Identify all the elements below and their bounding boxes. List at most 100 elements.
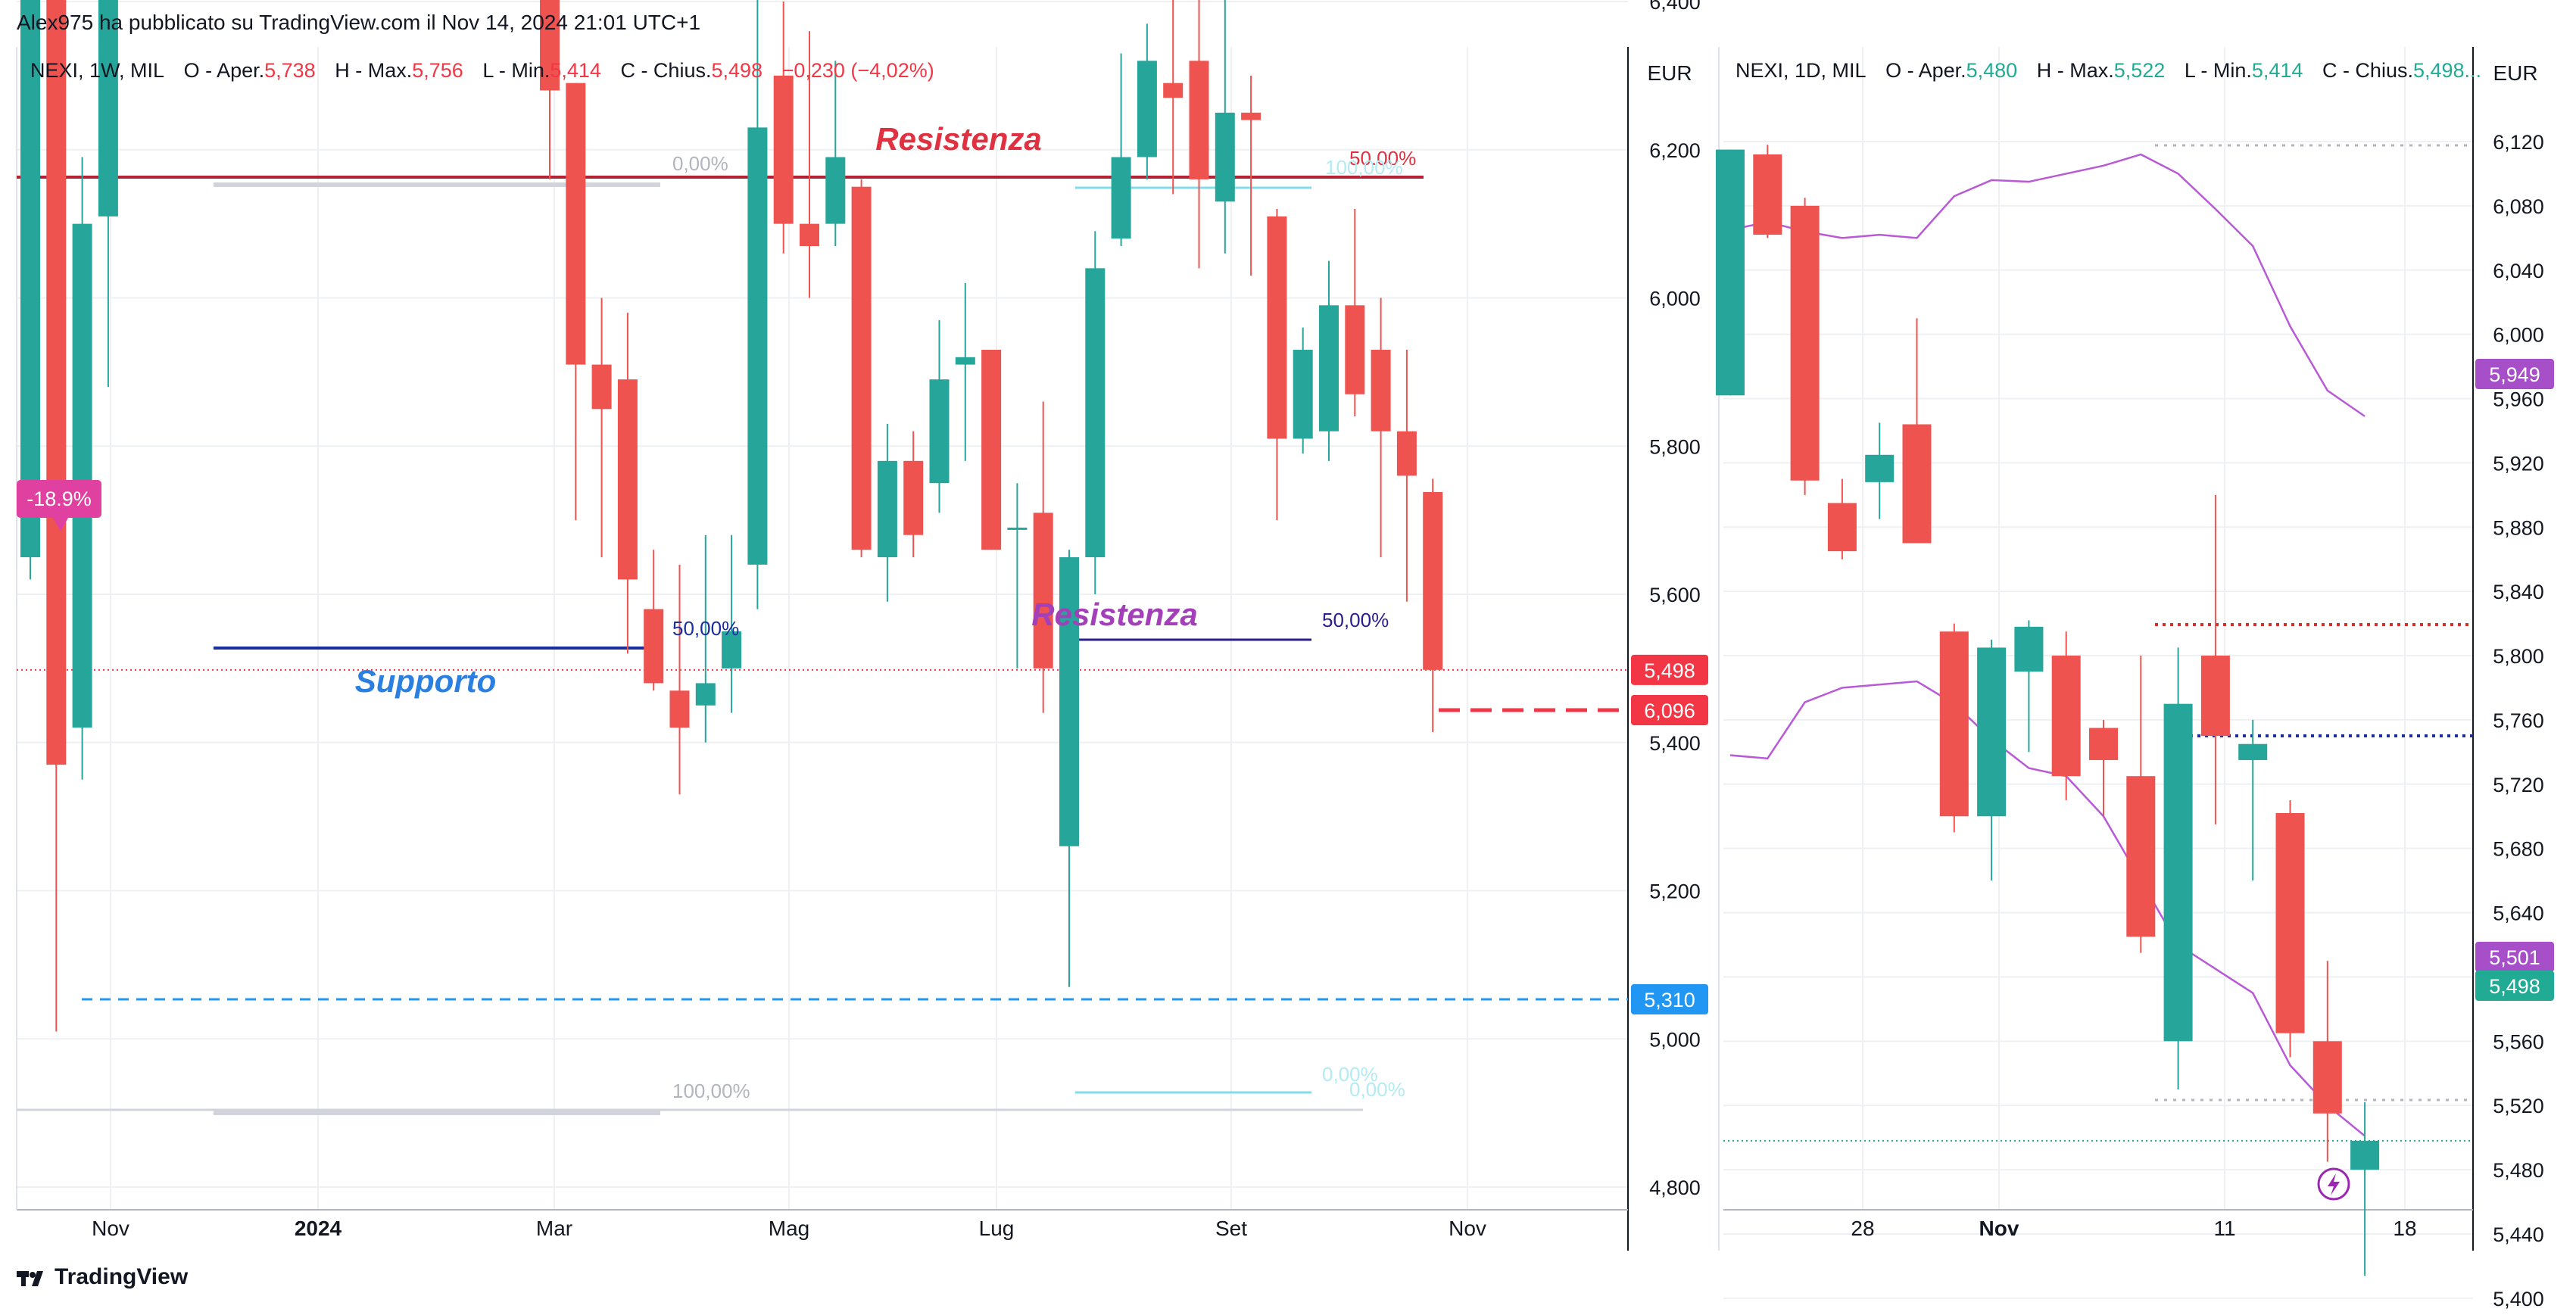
rtag-sma-label: 5,949 (2489, 363, 2540, 386)
left-y-tick: 5,800 (1649, 435, 1701, 458)
daily-candle-body (2350, 1140, 2380, 1170)
weekly-candle (1241, 75, 1261, 276)
weekly-candle (825, 61, 846, 246)
left-close-value: 5,498 (711, 59, 763, 82)
daily-candle (1939, 623, 1969, 833)
weekly-candle (566, 83, 586, 521)
daily-candle (2126, 656, 2156, 953)
weekly-candle-body (1111, 157, 1131, 239)
fib-label: 100,00% (672, 1080, 750, 1102)
weekly-candle (955, 282, 975, 461)
daily-candle-body (2200, 656, 2230, 737)
pct-badge: -18.9% (17, 480, 101, 531)
annotation-resistenza-top: Resistenza (875, 121, 1041, 157)
right-y-tick: 6,120 (2493, 131, 2544, 154)
left-symbol: NEXI, 1W, MIL (30, 59, 165, 82)
rtag-sma-bg (2475, 359, 2554, 389)
weekly-candle (1267, 209, 1287, 521)
right-y-tick: 5,680 (2493, 838, 2544, 861)
daily-candle-body (2051, 656, 2081, 777)
right-y-tick: 5,520 (2493, 1095, 2544, 1117)
weekly-candle-body (851, 186, 872, 550)
left-y-tick: 6,400 (1649, 0, 1701, 14)
daily-candle (2275, 800, 2305, 1058)
right-currency: EUR (2493, 61, 2537, 85)
right-y-tick: 5,720 (2493, 774, 2544, 796)
weekly-candle (1319, 260, 1339, 461)
lightning-icon-bolt (2328, 1173, 2340, 1195)
weekly-candle (800, 31, 819, 298)
weekly-candle-body (929, 379, 950, 484)
weekly-candle-body (800, 223, 819, 246)
daily-candle-body (1790, 205, 1820, 481)
annotation-supporto: Supporto (355, 663, 497, 699)
weekly-candle-body (1163, 83, 1184, 98)
right-open-label: O - Aper. (1885, 59, 1966, 82)
daily-candle (2014, 620, 2044, 753)
daily-candle (1865, 422, 1895, 519)
right-y-tick: 5,440 (2493, 1223, 2544, 1246)
weekly-candle (20, 0, 40, 580)
daily-candle-body (1753, 154, 1782, 235)
right-y-tick: 5,880 (2493, 516, 2544, 539)
lightning-icon (2317, 1167, 2350, 1201)
daily-candle (1790, 198, 1820, 495)
left-y-tick: 6,000 (1649, 288, 1701, 310)
fib-label: 100,00% (1325, 156, 1403, 179)
tag-last-bg (1631, 654, 1708, 685)
left-y-tick: 5,600 (1649, 584, 1701, 606)
right-panel: 6,120 6,080 6,040 6,000 5,960 5,920 5,880 5,840… (1716, 47, 2554, 1310)
daily-candle (2051, 631, 2081, 801)
sma-upper-line (1729, 153, 2365, 417)
weekly-candle (98, 0, 118, 387)
weekly-candle (1111, 53, 1131, 246)
right-y-tick: 5,400 (2493, 1288, 2544, 1310)
right-close-value: 5,498... (2412, 59, 2482, 82)
weekly-candle (669, 564, 690, 795)
weekly-candle (1189, 0, 1209, 269)
daily-candle-body (1902, 424, 1932, 544)
left-y-tick: 6,200 (1649, 139, 1701, 162)
daily-candle-body (1939, 631, 1969, 817)
weekly-candle-body (1345, 305, 1365, 394)
weekly-candle (1137, 23, 1157, 179)
weekly-candle-body (1007, 527, 1028, 530)
right-y-tick: 5,640 (2493, 902, 2544, 925)
daily-candle (1827, 478, 1857, 559)
weekly-candle (1396, 350, 1417, 602)
left-y-tick: 5,200 (1649, 880, 1701, 903)
right-y-tick: 6,080 (2493, 195, 2544, 218)
weekly-candle (1215, 0, 1235, 254)
right-legend: NEXI, 1D, MIL O - Aper.5,480 H - Max.5,5… (1736, 59, 2481, 83)
weekly-candle (1423, 478, 1443, 733)
right-y-tick: 5,760 (2493, 709, 2544, 732)
right-y-tick: 5,840 (2493, 581, 2544, 603)
weekly-candle-body (1137, 61, 1157, 157)
weekly-candle-body (981, 350, 1002, 550)
left-x-tick: Mag (769, 1217, 809, 1240)
weekly-candle (851, 179, 872, 558)
left-legend: NEXI, 1W, MIL O - Aper.5,738 H - Max.5,7… (30, 59, 934, 83)
tag-target: 6,096 (1631, 695, 1708, 725)
annotation-resistenza-mid: Resistenza (1031, 597, 1197, 632)
right-y-tick: 5,480 (2493, 1159, 2544, 1182)
daily-candle-body (1827, 503, 1857, 552)
right-x-tick: 28 (1851, 1217, 1874, 1240)
footer-brand[interactable]: TradingView (17, 1264, 188, 1290)
weekly-candle (1163, 0, 1184, 195)
right-open-value: 5,480 (1966, 59, 2018, 82)
tradingview-logo-icon (17, 1268, 48, 1286)
right-low-label: L - Min. (2184, 59, 2252, 82)
right-y-tick: 6,040 (2493, 260, 2544, 282)
weekly-candle-body (1059, 557, 1079, 846)
left-low-value: 5,414 (550, 59, 601, 82)
left-high-value: 5,756 (412, 59, 463, 82)
weekly-candle (1293, 327, 1313, 454)
weekly-candle-body (1033, 513, 1053, 668)
fib-label: 50,00% (1322, 609, 1389, 631)
weekly-candle-body (1241, 112, 1261, 120)
weekly-candle (540, 0, 560, 179)
daily-candle-body (2014, 626, 2044, 672)
left-open-value: 5,738 (264, 59, 316, 82)
